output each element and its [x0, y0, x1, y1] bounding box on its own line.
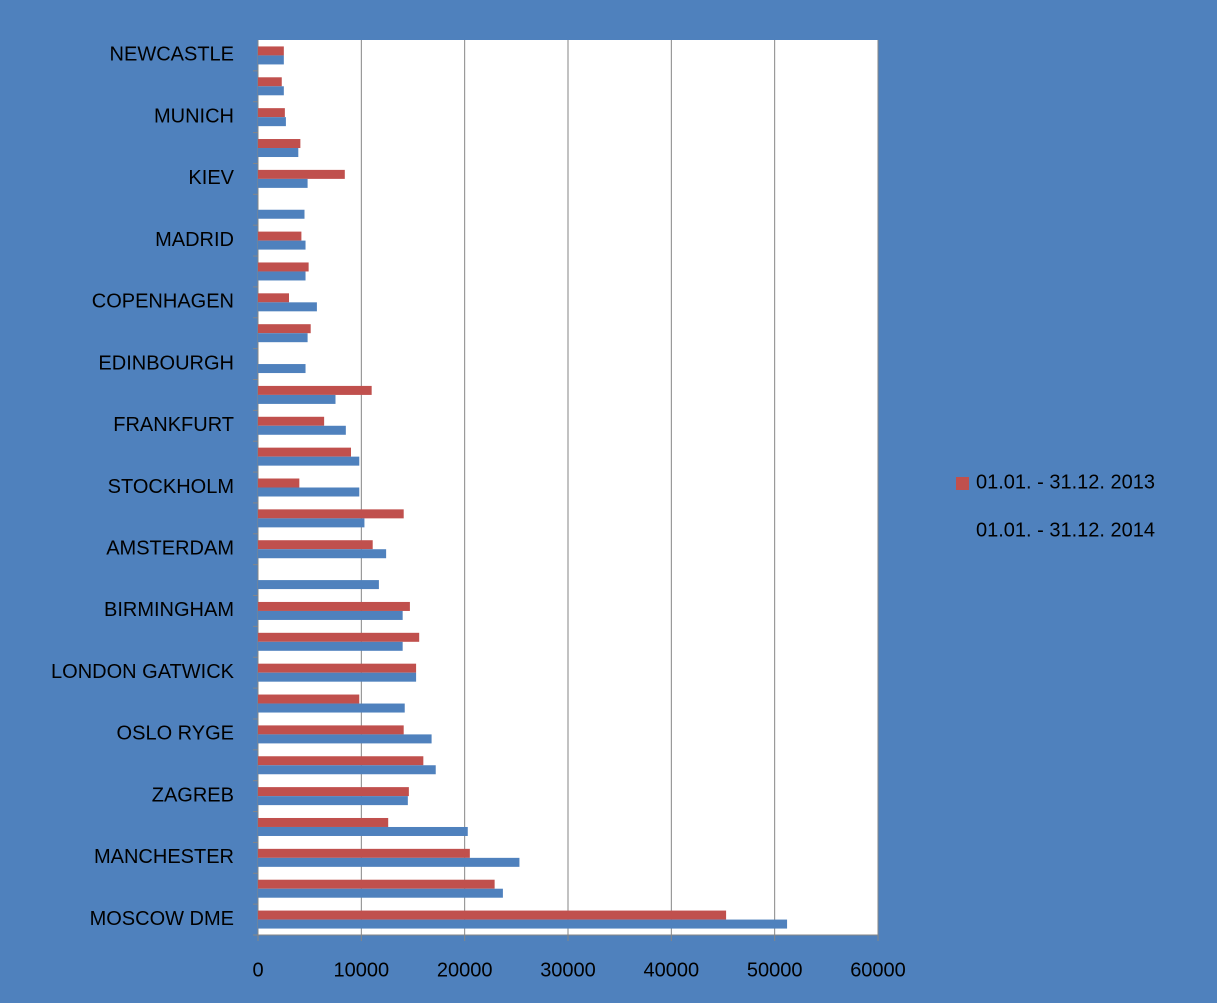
bar [258, 879, 495, 889]
bar [258, 240, 306, 250]
bar [258, 601, 410, 611]
bar [258, 209, 305, 219]
bar [258, 302, 317, 312]
bar [258, 117, 286, 127]
y-tick-label: MOSCOW DME [90, 908, 234, 930]
bar [258, 178, 308, 188]
bar [258, 703, 405, 713]
bar [258, 826, 468, 836]
bar [258, 888, 503, 898]
y-tick-label: FRANKFURT [113, 414, 234, 436]
bar [258, 456, 360, 466]
y-tick-label: EDINBOURGH [98, 352, 234, 374]
bar [258, 540, 373, 550]
bar [258, 46, 284, 56]
legend-swatch [956, 477, 969, 490]
bar [258, 509, 404, 519]
bar [258, 817, 389, 827]
bar [258, 447, 351, 457]
y-tick-label: MANCHESTER [94, 846, 234, 868]
x-tick-label: 0 [252, 959, 263, 981]
bar [258, 694, 360, 704]
bar [258, 394, 336, 404]
bar [258, 478, 300, 488]
bar [258, 580, 379, 590]
bar [258, 765, 436, 775]
legend-label: 01.01. - 31.12. 2014 [976, 519, 1155, 541]
y-tick-label: BIRMINGHAM [104, 599, 234, 621]
x-tick-label: 30000 [540, 959, 596, 981]
bar [258, 55, 284, 65]
bar [258, 549, 387, 559]
x-tick-label: 60000 [850, 959, 906, 981]
y-tick-label: KIEV [188, 167, 234, 189]
legend-label: 01.01. - 31.12. 2013 [976, 471, 1155, 493]
bar [258, 787, 409, 797]
bar [258, 385, 372, 395]
bar [258, 262, 309, 272]
y-tick-label: ZAGREB [152, 784, 234, 806]
bar [258, 86, 284, 96]
y-tick-label: STOCKHOLM [108, 476, 234, 498]
bar [258, 333, 308, 343]
y-tick-label: COPENHAGEN [92, 291, 234, 313]
bar [258, 364, 306, 374]
bar [258, 324, 311, 334]
bar [258, 77, 282, 87]
x-tick-label: 10000 [334, 959, 390, 981]
bar [258, 796, 408, 806]
bar [258, 231, 302, 241]
y-tick-label: MUNICH [154, 105, 234, 127]
bar [258, 416, 325, 426]
bar [258, 663, 417, 673]
x-tick-label: 20000 [437, 959, 493, 981]
bar [258, 108, 285, 118]
bar [258, 641, 403, 651]
bar [258, 734, 432, 744]
bar [258, 857, 520, 867]
bar [258, 632, 420, 642]
x-tick-label: 40000 [644, 959, 700, 981]
bar [258, 487, 360, 497]
y-tick-label: LONDON GATWICK [51, 661, 235, 683]
y-tick-label: OSLO RYGE [117, 723, 234, 745]
bar [258, 756, 424, 766]
bar [258, 910, 727, 920]
bar [258, 293, 289, 303]
bar [258, 148, 299, 158]
bar [258, 610, 403, 620]
bar [258, 848, 470, 858]
bar [258, 518, 365, 528]
bar [258, 169, 345, 179]
x-tick-label: 50000 [747, 959, 803, 981]
bar [258, 672, 417, 682]
bar [258, 725, 404, 735]
legend-swatch [956, 525, 969, 538]
y-tick-label: MADRID [155, 229, 234, 251]
bar [258, 425, 346, 435]
bar [258, 919, 788, 929]
y-tick-label: NEWCASTLE [110, 44, 234, 66]
bar [258, 271, 306, 281]
y-tick-label: AMSTERDAM [106, 538, 234, 560]
bar [258, 139, 301, 149]
